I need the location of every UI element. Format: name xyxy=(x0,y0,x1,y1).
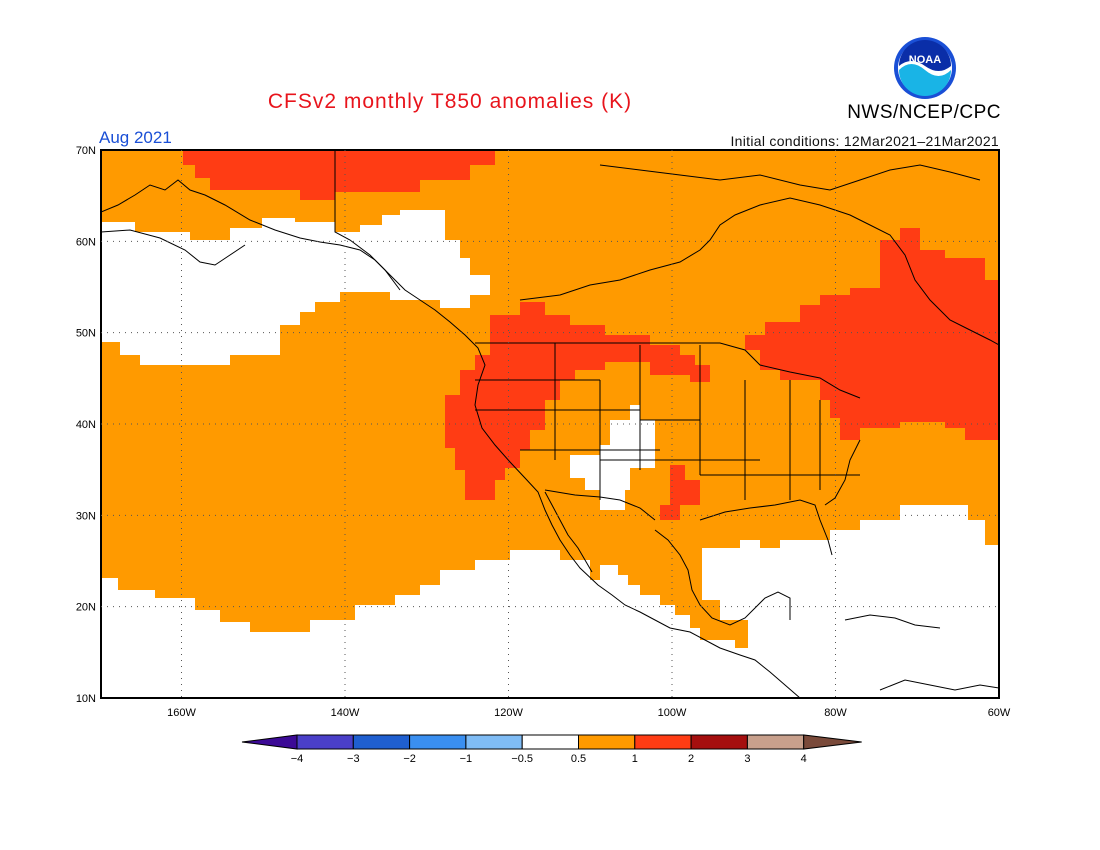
colorbar-tick-label: −1 xyxy=(460,753,473,765)
lat-tick-label: 40N xyxy=(76,419,96,431)
logo-text: NOAA xyxy=(909,54,941,66)
lon-tick-label: 80W xyxy=(824,707,847,719)
colorbar-labels: −4 −3 −2 −1 −0.5 0.5 1 2 3 4 xyxy=(291,753,807,765)
lon-tick-label: 120W xyxy=(494,707,523,719)
colorbar-swatch xyxy=(634,734,692,750)
colorbar-tick-label: 0.5 xyxy=(571,753,586,765)
colorbar-swatch xyxy=(746,734,805,750)
coastlines xyxy=(101,150,999,698)
anomaly-red-region-east xyxy=(745,228,999,440)
lat-tick-label: 30N xyxy=(76,510,96,522)
lon-tick-label: 100W xyxy=(658,707,687,719)
gridlines xyxy=(101,150,999,698)
colorbar-tick-label: 3 xyxy=(744,753,750,765)
colorbar-tick-label: −0.5 xyxy=(511,753,533,765)
colorbar-max-arrow xyxy=(803,734,862,750)
colorbar-swatch xyxy=(465,734,523,750)
colorbar-tick-label: 4 xyxy=(801,753,807,765)
lat-tick-label: 10N xyxy=(76,693,96,705)
agency-label: NWS/NCEP/CPC xyxy=(847,102,1001,123)
lat-tick-label: 60N xyxy=(76,236,96,248)
lat-tick-label: 70N xyxy=(76,145,96,157)
colorbar-swatch xyxy=(521,734,580,750)
lat-tick-label: 50N xyxy=(76,328,96,340)
colorbar-swatch xyxy=(578,734,636,750)
colorbar-tick-label: 1 xyxy=(632,753,638,765)
anomaly-red-region-north xyxy=(183,150,495,200)
initial-conditions: Initial conditions: 12Mar2021–21Mar2021 xyxy=(730,133,999,149)
anomaly-red-region-west xyxy=(445,302,710,500)
anomaly-red-region-south xyxy=(660,465,700,520)
lon-tick-label: 60W xyxy=(988,707,1011,719)
lon-tick-label: 140W xyxy=(331,707,360,719)
colorbar-tick-label: −3 xyxy=(347,753,360,765)
lat-tick-label: 20N xyxy=(76,602,96,614)
map-title: CFSv2 monthly T850 anomalies (K) xyxy=(267,90,633,113)
colorbar xyxy=(241,734,862,750)
colorbar-swatch xyxy=(352,734,411,750)
colorbar-tick-label: −2 xyxy=(403,753,416,765)
lon-tick-label: 160W xyxy=(167,707,196,719)
longitude-labels: 160W 140W 120W 100W 80W 60W xyxy=(167,707,1011,719)
noaa-logo: NOAA xyxy=(894,37,956,99)
colorbar-tick-label: −4 xyxy=(291,753,304,765)
colorbar-swatch xyxy=(409,734,467,750)
colorbar-min-arrow xyxy=(241,734,298,750)
latitude-labels: 70N 60N 50N 40N 30N 20N 10N xyxy=(76,145,96,705)
colorbar-swatch xyxy=(690,734,748,750)
colorbar-tick-label: 2 xyxy=(688,753,694,765)
colorbar-swatch xyxy=(296,734,354,750)
forecast-period: Aug 2021 xyxy=(99,128,172,147)
